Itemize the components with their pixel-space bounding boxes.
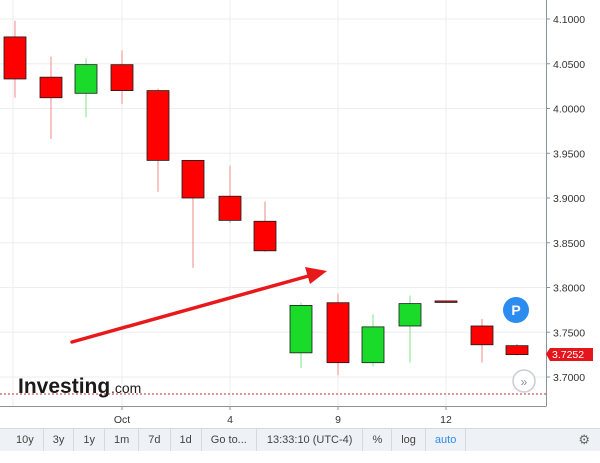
range-7d-button[interactable]: 7d	[139, 429, 171, 451]
y-tick-label: 4.1000	[553, 14, 585, 26]
y-tick-label: 3.7000	[553, 372, 585, 384]
percent-button[interactable]: %	[363, 429, 393, 451]
candle-body	[253, 220, 277, 252]
time-axis: Oct 4 9 12	[0, 406, 547, 426]
candle-body	[434, 300, 458, 303]
candle-body	[218, 195, 242, 221]
y-tick-label: 4.0000	[553, 104, 585, 116]
candle-body	[289, 304, 313, 354]
range-10y-button[interactable]: 10y	[0, 429, 44, 451]
candle-down	[39, 56, 63, 139]
logo-text: Investing	[18, 375, 110, 398]
range-1m-button[interactable]: 1m	[105, 429, 140, 451]
log-button[interactable]: log	[392, 429, 426, 451]
price-axis: 4.1000 4.0500 4.0000 3.9500 3.9000 3.8500 3.80…	[546, 0, 585, 406]
candle-body	[3, 36, 27, 80]
scroll-right-button[interactable]: »	[512, 369, 536, 393]
gear-icon[interactable]: ⚙	[578, 432, 590, 447]
last-price-value: 3.7252	[552, 349, 584, 361]
candle-down	[470, 318, 494, 363]
trend-arrow-head	[305, 267, 327, 284]
chart-toolbar: 10y 3y 1y 1m 7d 1d Go to... 13:33:10 (UT…	[0, 428, 600, 452]
y-tick-label: 3.7500	[553, 327, 585, 339]
candles	[3, 20, 529, 376]
auto-button[interactable]: auto	[426, 429, 467, 451]
candle-body	[110, 64, 134, 91]
candle-body	[398, 303, 422, 327]
range-3y-button[interactable]: 3y	[44, 429, 75, 451]
candle-body	[74, 64, 98, 94]
trend-arrow	[70, 267, 327, 344]
y-tick-label: 3.8500	[553, 238, 585, 250]
candle-down	[505, 343, 529, 356]
candle-up	[361, 314, 385, 367]
candle-down	[3, 20, 27, 98]
candle-body	[326, 302, 350, 364]
x-tick-label: 12	[440, 414, 452, 426]
last-price-tag: 3.7252	[546, 348, 593, 361]
x-tick-label: 4	[227, 414, 233, 426]
candle-body	[505, 345, 529, 356]
candle-body	[39, 76, 63, 99]
badge-letter: P	[511, 302, 520, 318]
y-tick-label: 4.0500	[553, 59, 585, 71]
candle-down	[146, 88, 170, 192]
range-1d-button[interactable]: 1d	[171, 429, 202, 451]
candle-body	[146, 90, 170, 161]
trend-arrow-line	[70, 273, 314, 344]
clock-readout: 13:33:10 (UTC-4)	[257, 429, 364, 451]
last-price-tag-shape	[546, 348, 593, 361]
candle-up	[398, 295, 422, 363]
x-tick-label: 9	[335, 414, 341, 426]
double-chevron-glyph: »	[521, 375, 528, 389]
y-tick-label: 3.8000	[553, 283, 585, 295]
y-tick-label: 3.9000	[553, 193, 585, 205]
candle-down	[110, 50, 134, 105]
badge-circle[interactable]	[503, 297, 529, 323]
candle-body	[361, 326, 385, 364]
goto-button[interactable]: Go to...	[202, 429, 257, 451]
candle-body	[181, 160, 205, 199]
candle-down	[181, 160, 205, 268]
y-tick-label: 3.9500	[553, 148, 585, 160]
candle-up	[289, 302, 313, 369]
range-1y-button[interactable]: 1y	[74, 429, 105, 451]
investing-logo: Investing .com	[18, 375, 141, 398]
bottom-strip	[0, 451, 600, 463]
candle-down	[218, 165, 242, 224]
logo-suffix: .com	[111, 380, 141, 396]
candle-down	[326, 293, 350, 376]
candle-up	[74, 58, 98, 118]
chart-background	[0, 0, 600, 428]
candle-body	[470, 325, 494, 346]
candle-down	[434, 300, 458, 303]
x-tick-label: Oct	[114, 414, 130, 426]
candle-down	[253, 201, 277, 252]
pattern-badge[interactable]: P	[503, 297, 529, 323]
double-chevron-right-icon[interactable]	[512, 369, 536, 393]
